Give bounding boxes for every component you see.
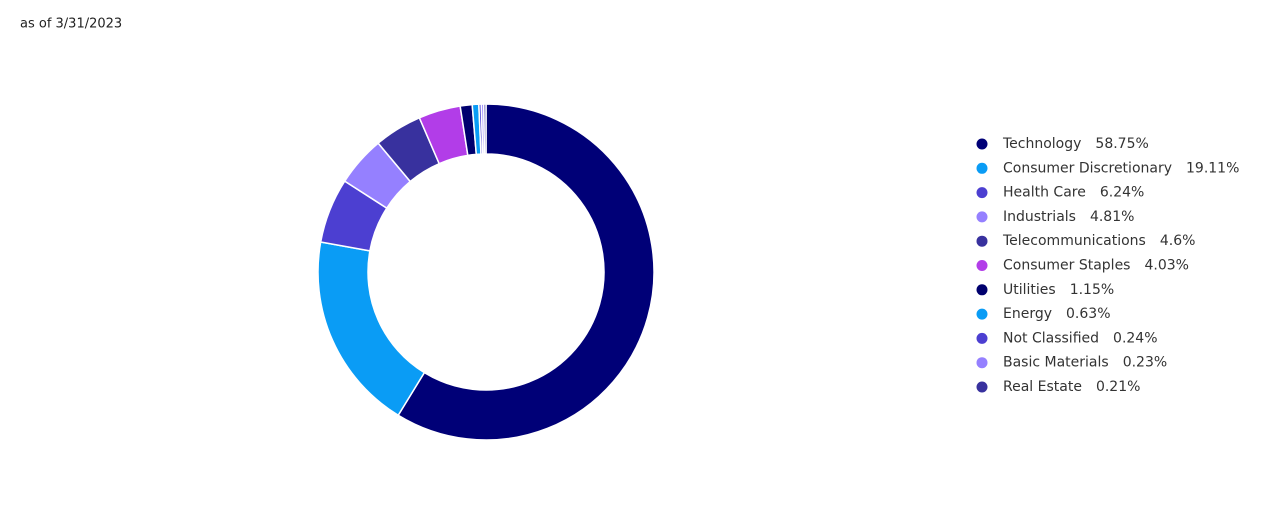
legend-label: Industrials xyxy=(1003,209,1076,225)
donut-slice xyxy=(317,241,426,417)
legend-value: 0.23% xyxy=(1123,355,1167,371)
donut-slice xyxy=(483,103,487,155)
legend-label: Telecommunications xyxy=(1002,233,1146,249)
legend-marker xyxy=(976,187,988,199)
legend-label: Technology xyxy=(1002,136,1081,152)
legend-label: Not Classified xyxy=(1003,330,1099,346)
legend-marker xyxy=(976,162,988,174)
legend-label: Health Care xyxy=(1003,185,1086,201)
donut-slice xyxy=(397,103,655,441)
legend-label: Real Estate xyxy=(1003,379,1082,395)
legend-value: 0.24% xyxy=(1113,330,1157,346)
legend-marker xyxy=(976,308,988,320)
legend-marker xyxy=(976,211,988,223)
legend-value: 19.11% xyxy=(1186,160,1239,176)
legend-value: 4.81% xyxy=(1090,209,1134,225)
legend-label: Consumer Discretionary xyxy=(1003,160,1172,176)
legend-value: 58.75% xyxy=(1095,136,1148,152)
legend-value: 4.6% xyxy=(1160,233,1196,249)
legend-value: 0.21% xyxy=(1096,379,1140,395)
legend-label: Basic Materials xyxy=(1003,355,1109,371)
legend-label: Utilities xyxy=(1003,282,1056,298)
legend-marker xyxy=(976,332,988,344)
legend-marker xyxy=(976,381,988,393)
chart-subtitle: as of 3/31/2023 xyxy=(20,17,122,32)
legend-marker xyxy=(976,138,988,150)
legend-marker xyxy=(976,357,988,369)
legend-value: 1.15% xyxy=(1070,282,1114,298)
legend-value: 0.63% xyxy=(1066,306,1110,322)
legend-marker xyxy=(976,235,988,247)
legend-label: Energy xyxy=(1003,306,1052,322)
legend-value: 6.24% xyxy=(1100,185,1144,201)
legend-value: 4.03% xyxy=(1144,258,1188,274)
legend-marker xyxy=(976,284,988,296)
legend-marker xyxy=(976,260,988,271)
legend-label: Consumer Staples xyxy=(1003,258,1130,274)
